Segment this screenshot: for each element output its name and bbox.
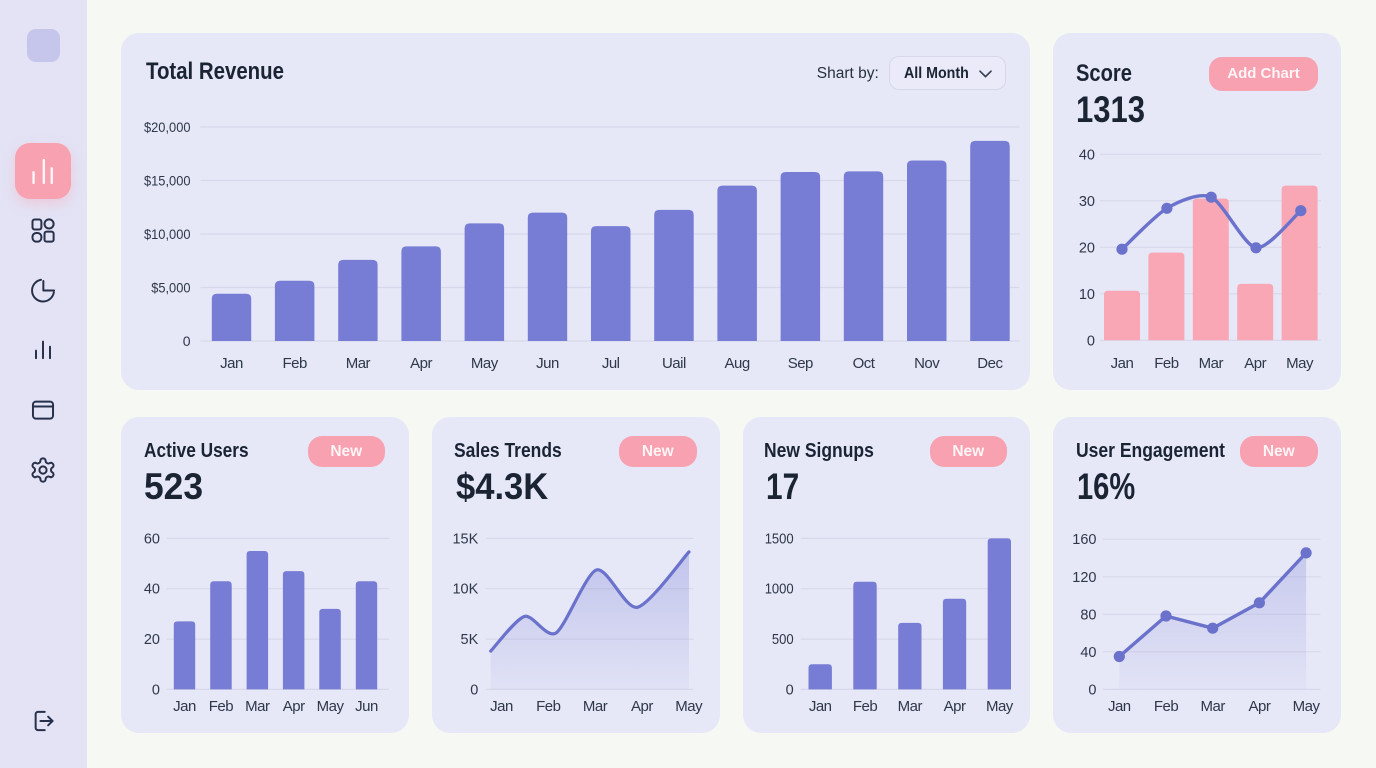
svg-text:Mar: Mar	[345, 355, 370, 372]
svg-text:5K: 5K	[461, 632, 479, 648]
svg-text:500: 500	[771, 632, 793, 648]
svg-text:Feb: Feb	[852, 698, 877, 715]
svg-text:Apr: Apr	[410, 355, 432, 372]
svg-text:Jan: Jan	[1108, 698, 1131, 715]
svg-text:40: 40	[1080, 644, 1096, 660]
svg-text:Jul: Jul	[601, 355, 619, 372]
svg-text:Apr: Apr	[1248, 698, 1270, 715]
svg-text:$10,000: $10,000	[144, 226, 191, 242]
svg-text:Jan: Jan	[220, 355, 243, 372]
svg-text:Feb: Feb	[536, 698, 561, 715]
svg-text:$20,000: $20,000	[144, 119, 191, 135]
svg-text:160: 160	[1072, 532, 1096, 548]
svg-text:Uail: Uail	[661, 355, 685, 372]
svg-text:Sep: Sep	[787, 355, 812, 372]
svg-text:Mar: Mar	[583, 698, 608, 715]
svg-text:60: 60	[143, 531, 159, 547]
svg-text:40: 40	[143, 581, 159, 597]
svg-text:Jun: Jun	[536, 355, 559, 372]
svg-text:Mar: Mar	[897, 698, 922, 715]
svg-text:May: May	[985, 698, 1013, 715]
svg-text:10K: 10K	[452, 581, 478, 597]
svg-text:Mar: Mar	[1201, 698, 1226, 715]
svg-text:Aug: Aug	[724, 355, 749, 372]
svg-text:May: May	[1286, 355, 1314, 372]
svg-text:May: May	[1293, 698, 1321, 715]
svg-text:Nov: Nov	[914, 355, 940, 372]
svg-text:Feb: Feb	[1154, 698, 1179, 715]
svg-text:Jun: Jun	[355, 698, 378, 715]
svg-text:Apr: Apr	[631, 698, 653, 715]
svg-text:$5,000: $5,000	[151, 280, 190, 296]
svg-text:10: 10	[1079, 287, 1095, 303]
svg-text:20: 20	[1079, 240, 1095, 256]
svg-text:0: 0	[182, 333, 190, 349]
svg-text:40: 40	[1079, 147, 1095, 163]
svg-text:0: 0	[470, 682, 478, 698]
svg-text:0: 0	[151, 682, 159, 698]
svg-text:May: May	[316, 698, 344, 715]
svg-text:120: 120	[1072, 569, 1096, 585]
svg-text:0: 0	[1088, 682, 1096, 698]
svg-text:May: May	[675, 698, 703, 715]
svg-text:Mar: Mar	[245, 698, 270, 715]
svg-text:Jan: Jan	[490, 698, 513, 715]
svg-text:15K: 15K	[452, 531, 478, 547]
svg-text:Jan: Jan	[1111, 355, 1134, 372]
svg-text:Jan: Jan	[808, 698, 831, 715]
svg-text:Jan: Jan	[173, 698, 196, 715]
svg-text:0: 0	[785, 682, 793, 698]
svg-text:1000: 1000	[764, 581, 793, 597]
svg-text:Feb: Feb	[282, 355, 307, 372]
svg-text:Oct: Oct	[852, 355, 875, 372]
svg-text:Apr: Apr	[1244, 355, 1266, 372]
svg-text:Apr: Apr	[943, 698, 965, 715]
svg-text:$15,000: $15,000	[144, 173, 191, 189]
svg-text:May: May	[470, 355, 498, 372]
svg-text:80: 80	[1080, 607, 1096, 623]
svg-text:Mar: Mar	[1199, 355, 1224, 372]
svg-text:Feb: Feb	[1154, 355, 1179, 372]
svg-text:1500: 1500	[764, 531, 793, 547]
svg-text:Feb: Feb	[208, 698, 233, 715]
svg-text:Dec: Dec	[977, 355, 1003, 372]
svg-text:Apr: Apr	[282, 698, 304, 715]
svg-text:30: 30	[1079, 194, 1095, 210]
svg-text:20: 20	[143, 632, 159, 648]
svg-text:0: 0	[1087, 333, 1095, 349]
